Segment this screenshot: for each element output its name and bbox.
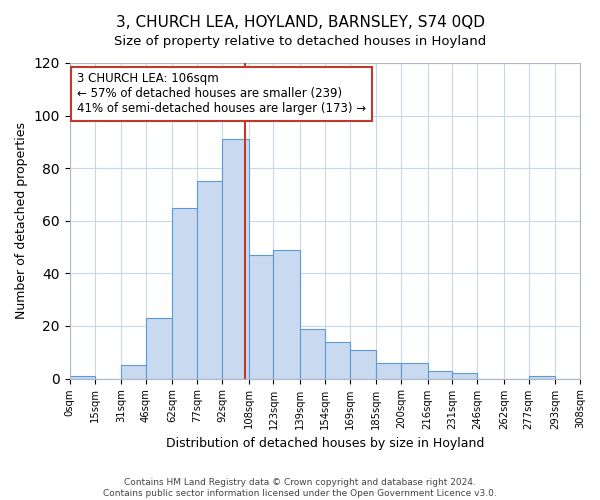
- Text: Contains HM Land Registry data © Crown copyright and database right 2024.
Contai: Contains HM Land Registry data © Crown c…: [103, 478, 497, 498]
- Bar: [146, 318, 172, 378]
- Bar: [452, 374, 477, 378]
- Text: 3, CHURCH LEA, HOYLAND, BARNSLEY, S74 0QD: 3, CHURCH LEA, HOYLAND, BARNSLEY, S74 0Q…: [115, 15, 485, 30]
- Y-axis label: Number of detached properties: Number of detached properties: [15, 122, 28, 320]
- Text: Size of property relative to detached houses in Hoyland: Size of property relative to detached ho…: [114, 35, 486, 48]
- Bar: [350, 350, 376, 378]
- Bar: [248, 255, 274, 378]
- Bar: [172, 208, 197, 378]
- Bar: [70, 376, 95, 378]
- Bar: [401, 363, 428, 378]
- Bar: [197, 182, 222, 378]
- Bar: [376, 363, 401, 378]
- Bar: [222, 140, 248, 378]
- Bar: [274, 250, 300, 378]
- Bar: [300, 328, 325, 378]
- Text: 3 CHURCH LEA: 106sqm
← 57% of detached houses are smaller (239)
41% of semi-deta: 3 CHURCH LEA: 106sqm ← 57% of detached h…: [77, 72, 367, 116]
- Bar: [325, 342, 350, 378]
- X-axis label: Distribution of detached houses by size in Hoyland: Distribution of detached houses by size …: [166, 437, 484, 450]
- Bar: [121, 366, 146, 378]
- Bar: [529, 376, 555, 378]
- Bar: [428, 370, 452, 378]
